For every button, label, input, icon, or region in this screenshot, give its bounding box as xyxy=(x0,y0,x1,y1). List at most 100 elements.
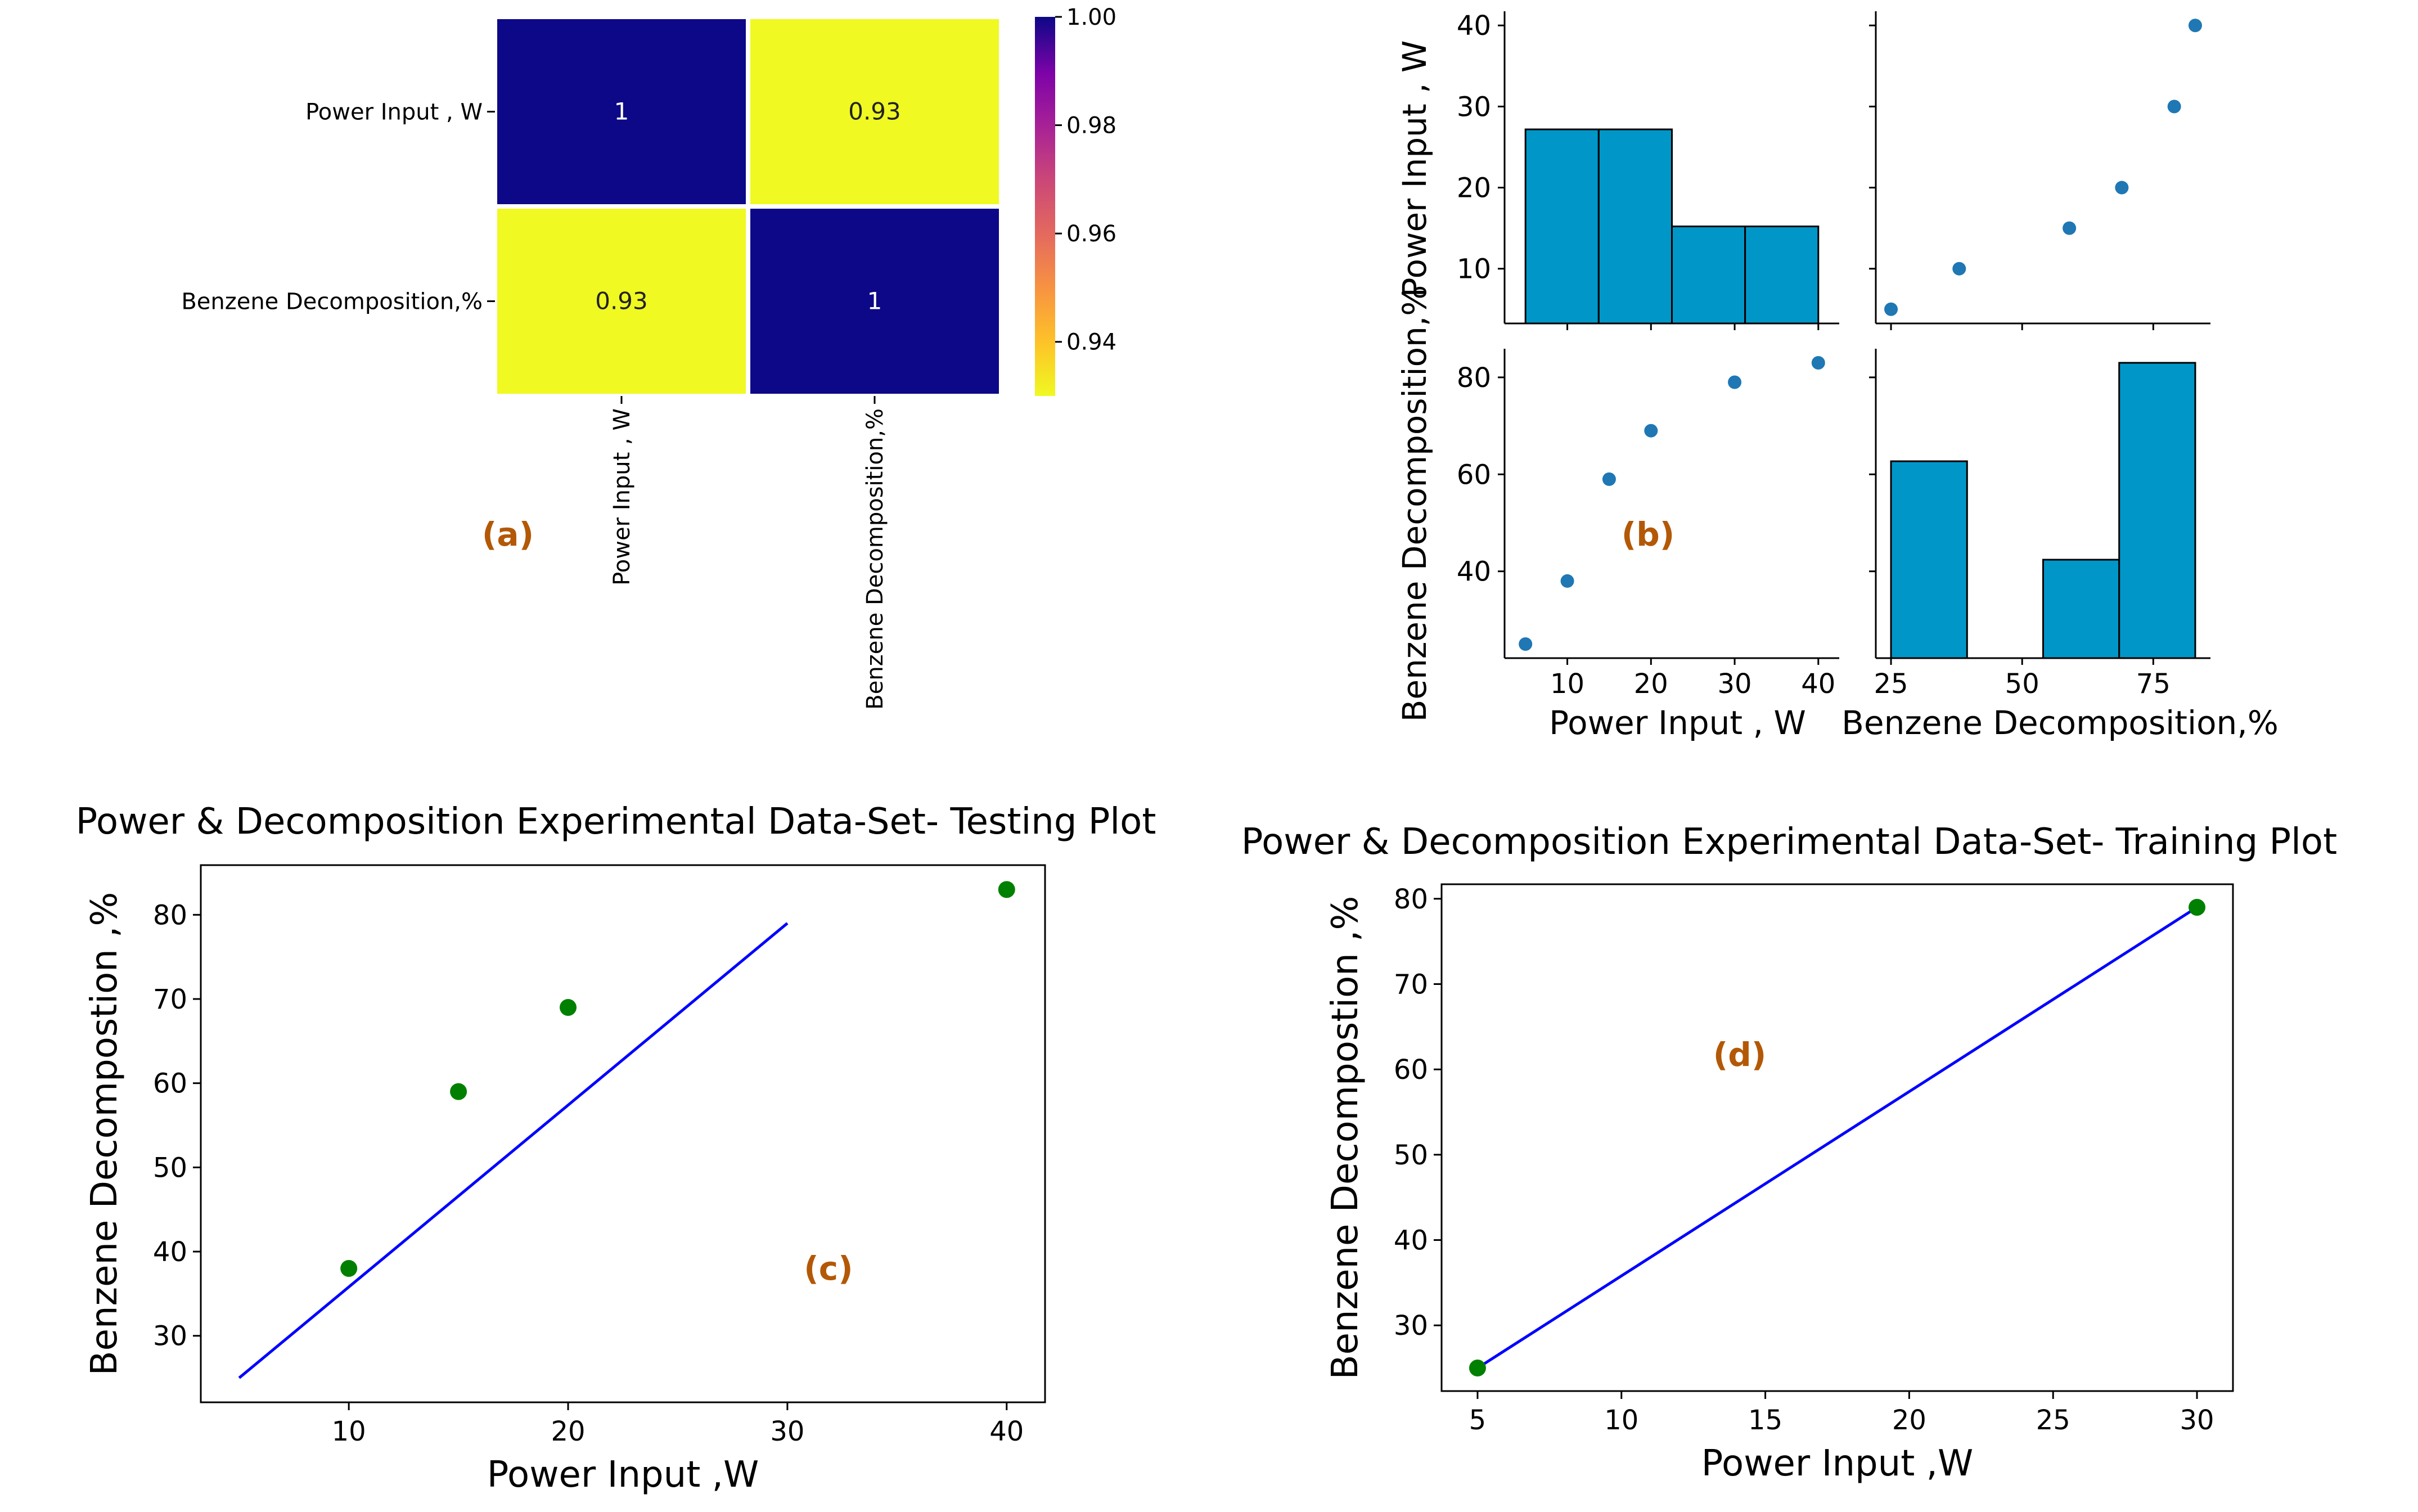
pair-xtick-label: 30 xyxy=(1718,668,1752,700)
y-axis-title: Benzene Decompostion ,% xyxy=(1325,896,1366,1380)
pair-ytick-label: 40 xyxy=(1457,10,1491,42)
pair-scatter-bl-point xyxy=(1519,637,1533,651)
x-axis-title: Power Input ,W xyxy=(487,1454,759,1496)
pair-scatter-tr-point xyxy=(2115,181,2129,195)
ytick-label: 60 xyxy=(1394,1054,1428,1086)
ytick-label: 30 xyxy=(1394,1310,1428,1342)
pair-xtick-label: 75 xyxy=(2136,668,2171,700)
heatmap-cell xyxy=(493,204,750,398)
data-point xyxy=(1469,1360,1486,1377)
pair-ytick-label: 30 xyxy=(1457,91,1491,123)
xtick-label: 20 xyxy=(551,1416,585,1447)
heatmap-cell-label: 0.93 xyxy=(595,287,648,315)
pair-scatter-tr-point xyxy=(2188,19,2202,33)
ytick-label: 50 xyxy=(153,1152,187,1184)
pair-ylabel-benzene: Benzene Decomposition,% xyxy=(1395,285,1434,722)
heatmap-cell xyxy=(746,15,1003,209)
xtick-label: 5 xyxy=(1469,1405,1487,1436)
pair-scatter-tr-point xyxy=(2167,100,2181,114)
pair-scatter-bl-point xyxy=(1728,375,1742,389)
training-plot: 5 10 15 20 25 30 30 40 50 60 70 80 Power & Decomposi… xyxy=(1241,821,2337,1484)
colorbar-tick-label: 0.98 xyxy=(1066,113,1116,139)
pair-xtick-label: 50 xyxy=(2005,668,2039,700)
pair-xtick-label: 40 xyxy=(1801,668,1835,700)
chart-title: Power & Decomposition Experimental Data-… xyxy=(76,801,1156,843)
pair-hist-power-bar xyxy=(1744,226,1820,325)
y-axis-title: Benzene Decompostion ,% xyxy=(84,892,125,1376)
heatmap-col-label: Benzene Decomposition,% xyxy=(862,408,888,710)
xtick-label: 15 xyxy=(1748,1405,1782,1436)
pair-hist-benzene-bar xyxy=(2118,362,2196,659)
pair-hist-power-bar xyxy=(1597,128,1673,325)
pair-scatter-tr-point xyxy=(1952,262,1966,276)
xtick-label: 20 xyxy=(1892,1405,1926,1436)
colorbar-tick-label: 0.96 xyxy=(1066,221,1116,247)
pair-scatter-bl-point xyxy=(1811,356,1825,370)
chart-title: Power & Decomposition Experimental Data-… xyxy=(1241,821,2337,863)
heatmap-row-label: Power Input , W xyxy=(305,100,483,125)
ytick-label: 40 xyxy=(153,1236,187,1268)
colorbar-tick-label: 1.00 xyxy=(1066,4,1116,30)
xtick-label: 30 xyxy=(2180,1405,2214,1436)
pair-scatter-bl-point xyxy=(1644,424,1658,438)
xtick-label: 30 xyxy=(770,1416,804,1447)
heatmap-row-label: Benzene Decomposition,% xyxy=(181,289,483,315)
pair-hist-power-bar xyxy=(1524,128,1600,325)
heatmap-col-label: Power Input , W xyxy=(609,408,635,586)
heatmap-cell-label: 1 xyxy=(614,98,629,125)
pair-hist-benzene-bar xyxy=(1890,460,1968,659)
pair-xtick-label: 25 xyxy=(1874,668,1908,700)
colorbar xyxy=(1035,17,1055,396)
pair-ytick-label: 40 xyxy=(1457,556,1491,588)
ytick-label: 70 xyxy=(1394,969,1428,1000)
pair-ytick-label: 10 xyxy=(1457,254,1491,285)
fit-line xyxy=(1476,906,2198,1370)
pair-hist-power-bar xyxy=(1671,226,1746,325)
pair-xtick-label: 20 xyxy=(1634,668,1668,700)
testing-plot: 10 20 30 40 30 40 50 60 70 80 Power & Decompositio… xyxy=(76,801,1156,1496)
pair-xtick-label: 10 xyxy=(1550,668,1584,700)
correlation-heatmap: 1 0.93 0.93 1 Power Input , W Benzene Decompo… xyxy=(181,4,1116,710)
pair-ylabel-power: Power Input , W xyxy=(1395,40,1434,298)
panel-d-frame xyxy=(1440,883,2234,1392)
ytick-label: 80 xyxy=(1394,884,1428,915)
panel-label-b: (b) xyxy=(1622,515,1675,554)
data-point xyxy=(340,1259,358,1277)
panel-label-a: (a) xyxy=(482,515,534,554)
ytick-label: 40 xyxy=(1394,1225,1428,1257)
data-point xyxy=(450,1083,467,1100)
panel-tag-label: (d) xyxy=(1713,1036,1767,1074)
xtick-label: 25 xyxy=(2036,1405,2070,1436)
fit-line xyxy=(238,922,789,1379)
xtick-label: 10 xyxy=(332,1416,366,1447)
pairplot: 10 20 30 40 40 60 80 10 20 30 40 25 50 75 Power Input … xyxy=(1395,10,2279,742)
ytick-label: 70 xyxy=(153,984,187,1015)
pair-scatter-tr-point xyxy=(2063,221,2077,235)
colorbar-tick-label: 0.94 xyxy=(1066,330,1116,356)
data-point xyxy=(998,881,1015,898)
pair-hist-benzene-bar xyxy=(2042,559,2120,659)
ytick-label: 30 xyxy=(153,1321,187,1352)
panel-c-frame xyxy=(200,864,1046,1403)
pair-scatter-bl-point xyxy=(1560,574,1574,588)
xtick-label: 40 xyxy=(989,1416,1024,1447)
data-point xyxy=(2189,898,2206,916)
pair-scatter-bl-point xyxy=(1602,472,1616,486)
pair-xlabel-benzene: Benzene Decomposition,% xyxy=(1841,704,2279,742)
heatmap-cell-label: 0.93 xyxy=(848,98,901,125)
heatmap-cell xyxy=(746,204,1003,398)
pair-ytick-label: 60 xyxy=(1457,459,1491,490)
x-axis-title: Power Input ,W xyxy=(1701,1443,1974,1484)
pair-xlabel-power: Power Input , W xyxy=(1549,704,1806,742)
xtick-label: 10 xyxy=(1604,1405,1638,1436)
pair-scatter-tr-point xyxy=(1884,302,1898,316)
ytick-label: 60 xyxy=(153,1068,187,1100)
pair-ytick-label: 80 xyxy=(1457,362,1491,394)
panel-tag-label: (c) xyxy=(804,1249,853,1288)
pair-ytick-label: 20 xyxy=(1457,173,1491,204)
ytick-label: 80 xyxy=(153,899,187,931)
ytick-label: 50 xyxy=(1394,1140,1428,1171)
data-point xyxy=(560,998,577,1016)
heatmap-cell-label: 1 xyxy=(867,287,882,315)
